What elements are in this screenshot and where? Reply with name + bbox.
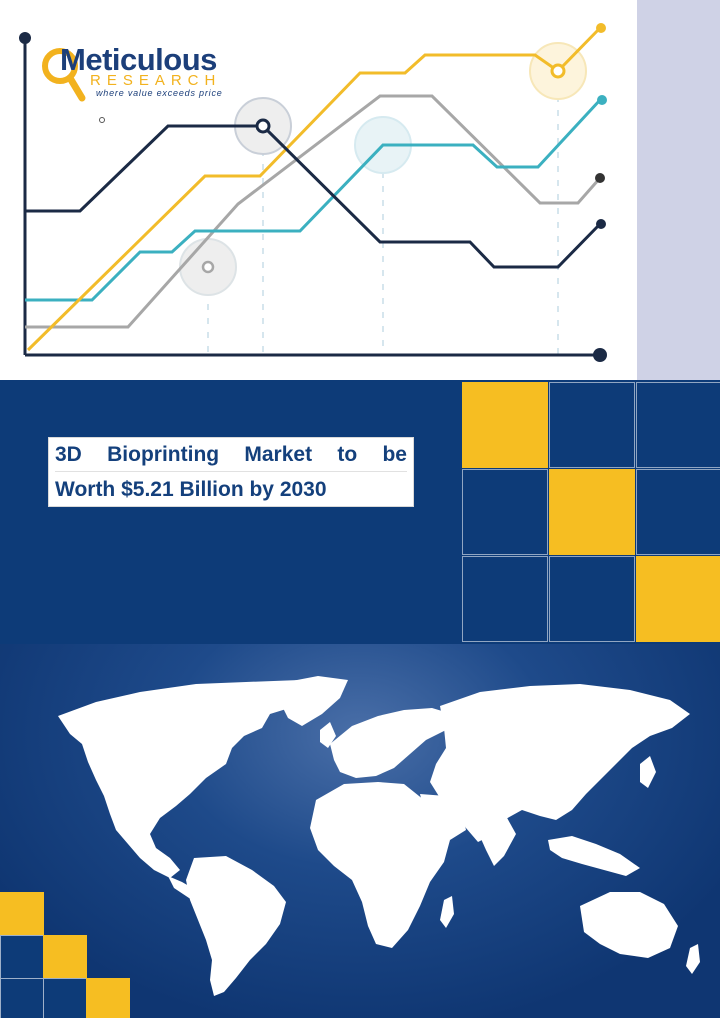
corner-tile	[43, 935, 87, 979]
axis-dot	[593, 348, 607, 362]
grid-tile	[636, 382, 720, 468]
axis-dot	[19, 32, 31, 44]
continent-asia	[430, 684, 690, 842]
corner-tile	[0, 935, 44, 979]
continent-africa	[310, 782, 450, 948]
yellow-trend-end	[596, 23, 606, 33]
grid-tile	[636, 469, 720, 555]
continent-new-zealand	[686, 944, 700, 974]
headline-word: Market	[244, 443, 313, 466]
continent-japan	[640, 756, 656, 788]
continent-south-america	[186, 856, 286, 996]
grid-tile	[462, 469, 548, 555]
teal-trend-line	[25, 98, 602, 302]
small-dot	[99, 117, 105, 123]
continent-greenland	[276, 676, 348, 726]
continent-arabia	[420, 794, 466, 840]
headline-word: be	[382, 443, 407, 466]
headline-word: to	[337, 443, 358, 466]
headline-word: 3D	[55, 443, 82, 466]
corner-tile	[0, 978, 44, 1018]
continent-europe	[330, 708, 452, 778]
grid-tile	[549, 382, 635, 468]
headline-divider	[55, 471, 407, 472]
brand-subname: RESEARCH	[90, 72, 222, 89]
continent-southeast-asia	[548, 836, 640, 876]
side-strip	[637, 0, 720, 380]
dark-trend-line	[25, 124, 602, 269]
teal-trend-end	[597, 95, 607, 105]
continent-india	[478, 814, 516, 866]
magnifier-icon	[42, 48, 86, 102]
grid-tile	[549, 556, 635, 642]
grid-tile	[462, 382, 548, 468]
world-map-panel	[0, 644, 720, 1018]
trend-lines-illustration	[19, 23, 607, 362]
headline-box: 3D Bioprinting Market to be Worth $5.21 …	[48, 437, 414, 507]
world-map-illustration	[58, 676, 700, 996]
headline-line-2: Worth $5.21 Billion by 2030	[55, 478, 327, 501]
brand-logo: Meticulous RESEARCH where value exceeds …	[40, 40, 240, 110]
dark-trend-end	[596, 219, 606, 229]
marker-ring	[201, 260, 215, 274]
marker-ring	[255, 118, 271, 134]
gray-trend-end	[595, 173, 605, 183]
grid-tile	[462, 556, 548, 642]
corner-tile	[86, 978, 130, 1018]
yellow-trend-line	[26, 26, 602, 352]
corner-tile	[43, 978, 87, 1018]
headline-line-1: 3D Bioprinting Market to be	[55, 443, 407, 467]
corner-tile	[0, 892, 44, 936]
grid-tile	[636, 556, 720, 642]
marker-ring	[550, 63, 566, 79]
continent-uk	[320, 722, 336, 748]
continent-madagascar	[440, 896, 454, 928]
brand-name: Meticulous	[60, 42, 217, 77]
brand-tagline: where value exceeds price	[96, 88, 223, 98]
continent-australia	[580, 892, 678, 958]
grid-tile	[549, 469, 635, 555]
continent-north-america	[58, 680, 318, 878]
gray-trend-line	[25, 94, 602, 329]
headline-word: Bioprinting	[107, 443, 220, 466]
header-illustration: Meticulous RESEARCH where value exceeds …	[0, 0, 720, 380]
